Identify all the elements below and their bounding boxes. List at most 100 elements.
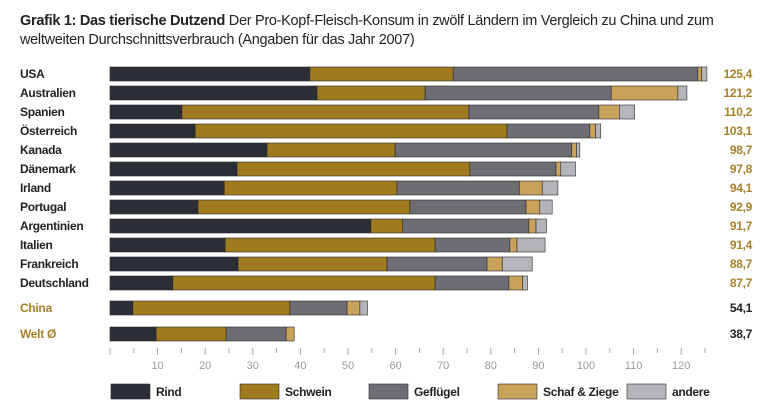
bar-segment-geflügel — [289, 300, 348, 316]
bar-segment-andere — [576, 142, 581, 158]
bar-segment-rind — [109, 85, 318, 101]
bar-segment-rind — [109, 237, 226, 253]
bar-segment-andere — [619, 104, 635, 120]
bar-segment-schaf-ziege — [508, 275, 523, 291]
category-label: Portugal — [20, 200, 66, 214]
bar-segment-schaf-ziege — [346, 300, 361, 316]
bar-segment-schwein — [194, 123, 508, 139]
bar-segment-schaf-ziege — [555, 161, 562, 177]
bar-segment-geflügel — [394, 142, 573, 158]
total-value-label: 110,2 — [724, 105, 752, 119]
bar-segment-schwein — [266, 142, 396, 158]
bar-segment-schwein — [223, 180, 398, 196]
category-label: Argentinien — [20, 219, 83, 233]
bar-segment-rind — [109, 161, 238, 177]
chart-title: Grafik 1: Das tierische Dutzend Der Pro-… — [20, 12, 760, 50]
x-tick-label: 90 — [532, 360, 544, 372]
legend-swatch — [626, 383, 667, 400]
total-value-label: 103,1 — [723, 124, 752, 138]
x-tick-label: 60 — [389, 360, 401, 372]
total-value-label: 91,7 — [730, 219, 753, 233]
legend-label: Schaf & Ziege — [543, 385, 619, 399]
bar-segment-rind — [109, 180, 225, 196]
bar-segment-schaf-ziege — [571, 142, 577, 158]
chart-subtitle: Der Pro-Kopf-Fleisch-Konsum in zwölf Län… — [20, 13, 714, 48]
x-tick-label: 110 — [625, 360, 643, 372]
bar-segment-geflügel — [452, 66, 699, 82]
x-tick-label: 10 — [151, 360, 163, 372]
bar-segment-rind — [109, 256, 239, 272]
bar-segment-andere — [560, 161, 576, 177]
bar-segment-schwein — [370, 218, 404, 234]
bar-segment-schwein — [197, 199, 411, 215]
bar-segment-geflügel — [469, 161, 557, 177]
bar-segment-geflügel — [468, 104, 600, 120]
category-label: Australien — [20, 86, 76, 100]
category-label: Deutschland — [20, 276, 89, 290]
bar-segment-schaf-ziege — [697, 66, 702, 82]
bar-segment-schwein — [224, 237, 436, 253]
category-label: Kanada — [20, 143, 62, 157]
bar-segment-rind — [109, 218, 372, 234]
bar-segment-schwein — [132, 300, 291, 316]
bar-segment-andere — [677, 85, 688, 101]
bar-segment-andere — [539, 199, 553, 215]
legend-swatch — [497, 383, 538, 400]
x-tick-label: 120 — [672, 360, 690, 372]
bar-segment-rind — [109, 142, 268, 158]
x-tick-label: 40 — [294, 360, 306, 372]
total-value-label: 88,7 — [730, 257, 753, 271]
legend-label: Schwein — [285, 385, 332, 399]
bar-segment-andere — [541, 180, 559, 196]
bar-segment-schaf-ziege — [525, 199, 541, 215]
category-label: USA — [20, 67, 45, 81]
bar-segment-schaf-ziege — [598, 104, 620, 120]
legend-label: Rind — [156, 385, 181, 399]
category-label: Österreich — [20, 123, 77, 138]
bar-segment-rind — [109, 275, 174, 291]
total-value-label: 54,1 — [730, 301, 753, 315]
bar-segment-schaf-ziege — [509, 237, 518, 253]
x-tick-label: 70 — [437, 360, 449, 372]
x-tick-label: 80 — [485, 360, 497, 372]
x-tick-label: 20 — [199, 360, 211, 372]
total-value-label: 125,4 — [723, 67, 752, 81]
total-value-label: 98,7 — [730, 143, 753, 157]
category-label: Welt Ø — [20, 327, 56, 341]
bar-segment-geflügel — [506, 123, 591, 139]
category-label: Spanien — [20, 105, 65, 119]
bar-segment-rind — [109, 123, 196, 139]
bar-segment-schaf-ziege — [528, 218, 537, 234]
bar-segment-schwein — [172, 275, 436, 291]
bar-segment-schwein — [237, 256, 388, 272]
category-label: Italien — [20, 238, 53, 252]
total-value-label: 121,2 — [723, 86, 752, 100]
x-tick-label: 50 — [342, 360, 354, 372]
bar-segment-schaf-ziege — [486, 256, 503, 272]
bar-segment-geflügel — [424, 85, 612, 101]
bar-segment-geflügel — [225, 326, 287, 342]
bar-segment-geflügel — [396, 180, 520, 196]
total-value-label: 97,8 — [730, 162, 753, 176]
bar-segment-schaf-ziege — [285, 326, 295, 342]
bar-segment-rind — [109, 326, 157, 342]
bar-segment-schaf-ziege — [519, 180, 543, 196]
category-label: Dänemark — [20, 162, 76, 176]
bar-segment-andere — [535, 218, 547, 234]
legend-label: Geflügel — [414, 385, 460, 399]
bar-segment-andere — [595, 123, 602, 139]
x-tick-label: 30 — [247, 360, 259, 372]
bar-segment-schaf-ziege — [589, 123, 596, 139]
bar-segment-andere — [522, 275, 528, 291]
category-label: Frankreich — [20, 257, 78, 271]
chart-title-bold: Grafik 1: Das tierische Dutzend — [20, 13, 226, 29]
total-value-label: 38,7 — [730, 327, 753, 341]
category-label: Irland — [20, 181, 51, 195]
bar-segment-schwein — [181, 104, 470, 120]
bar-segment-andere — [701, 66, 708, 82]
legend-swatch — [110, 383, 151, 400]
total-value-label: 91,4 — [730, 238, 753, 252]
total-value-label: 94,1 — [730, 181, 753, 195]
